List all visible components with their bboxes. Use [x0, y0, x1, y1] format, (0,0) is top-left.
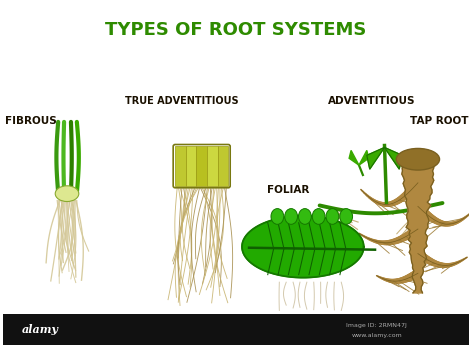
Text: www.alamy.com: www.alamy.com — [351, 333, 402, 338]
Text: FOLIAR: FOLIAR — [267, 185, 310, 195]
Ellipse shape — [271, 208, 284, 224]
FancyBboxPatch shape — [218, 147, 228, 186]
Bar — [3, 314, 469, 345]
Text: ADVENTITIOUS: ADVENTITIOUS — [328, 96, 416, 106]
Text: Image ID: 2RMN47J: Image ID: 2RMN47J — [346, 323, 407, 328]
FancyBboxPatch shape — [175, 147, 186, 186]
Ellipse shape — [396, 149, 439, 170]
Text: TRUE ADVENTITIOUS: TRUE ADVENTITIOUS — [125, 96, 239, 106]
Ellipse shape — [312, 208, 325, 224]
Polygon shape — [349, 150, 359, 165]
FancyBboxPatch shape — [186, 147, 196, 186]
Text: alamy: alamy — [22, 324, 59, 335]
Polygon shape — [384, 148, 402, 169]
Ellipse shape — [340, 208, 353, 224]
Polygon shape — [359, 150, 369, 165]
Text: FIBROUS: FIBROUS — [5, 116, 56, 126]
FancyBboxPatch shape — [196, 147, 207, 186]
Polygon shape — [242, 216, 364, 278]
Polygon shape — [401, 155, 436, 293]
Ellipse shape — [285, 208, 298, 224]
Text: TAP ROOT: TAP ROOT — [410, 116, 469, 126]
Text: TYPES OF ROOT SYSTEMS: TYPES OF ROOT SYSTEMS — [105, 21, 367, 39]
Polygon shape — [367, 148, 384, 169]
Ellipse shape — [326, 208, 339, 224]
Ellipse shape — [299, 208, 311, 224]
FancyBboxPatch shape — [207, 147, 218, 186]
Ellipse shape — [55, 186, 79, 201]
